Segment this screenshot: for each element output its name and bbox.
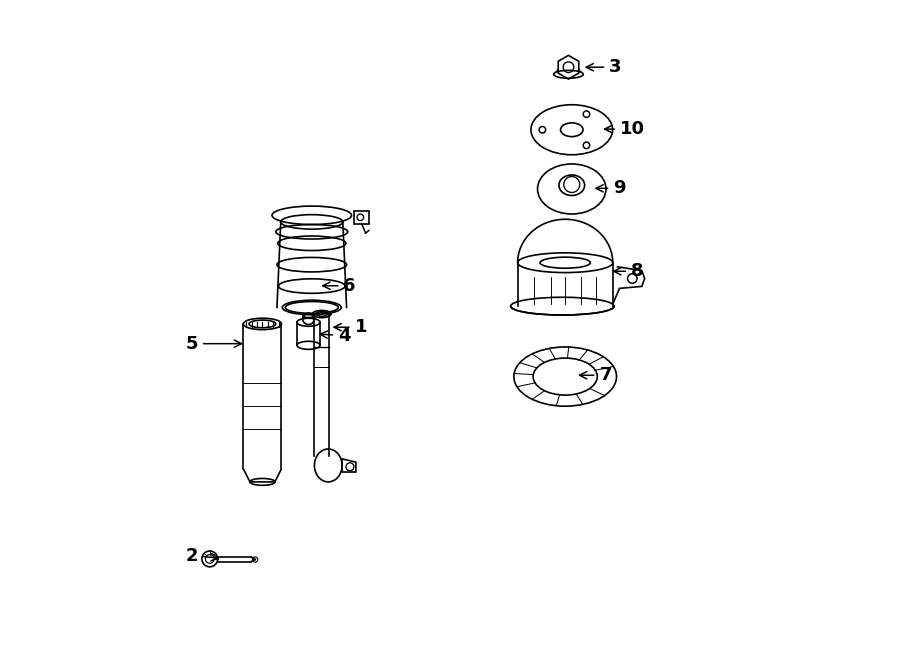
Text: 6: 6 xyxy=(323,277,356,295)
Text: 4: 4 xyxy=(320,327,351,345)
Text: 3: 3 xyxy=(586,58,622,76)
Text: 10: 10 xyxy=(605,120,644,138)
Text: 1: 1 xyxy=(334,318,367,336)
Text: 8: 8 xyxy=(614,262,644,280)
Text: 5: 5 xyxy=(185,334,241,353)
Text: 2: 2 xyxy=(185,547,219,564)
Text: 7: 7 xyxy=(580,366,612,384)
Text: 9: 9 xyxy=(596,179,626,198)
